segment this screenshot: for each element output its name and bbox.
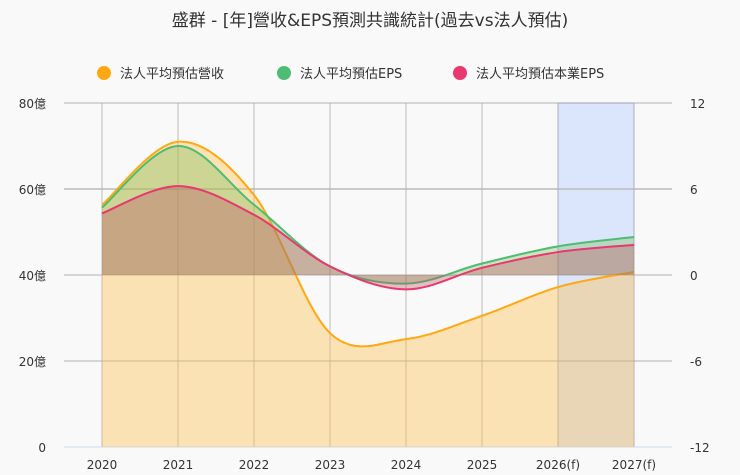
legend-marker xyxy=(97,66,111,80)
right-tick-label: 0 xyxy=(690,269,698,283)
series-area xyxy=(102,186,634,290)
left-tick-label: 40億 xyxy=(19,269,46,283)
right-tick-label: -12 xyxy=(690,441,710,455)
x-tick-label: 2026(f) xyxy=(536,458,580,472)
legend-label: 法人平均預估營收 xyxy=(120,67,224,82)
series-line xyxy=(101,185,635,291)
left-tick-label: 60億 xyxy=(19,183,46,197)
x-tick-label: 2023 xyxy=(315,458,346,472)
legend-label: 法人平均預估本業EPS xyxy=(476,66,604,82)
series-area xyxy=(102,145,634,284)
x-tick-label: 2027(f) xyxy=(612,458,656,472)
left-tick-label: 80億 xyxy=(19,97,46,111)
right-tick-label: 6 xyxy=(690,183,698,197)
legend-label: 法人平均預估EPS xyxy=(300,67,402,82)
x-tick-label: 2022 xyxy=(239,458,270,472)
left-tick-label: 20億 xyxy=(19,355,46,369)
series-line xyxy=(101,140,635,348)
right-tick-label: 12 xyxy=(690,97,705,111)
x-tick-label: 2020 xyxy=(87,458,118,472)
legend-marker xyxy=(453,66,467,80)
x-tick-label: 2025 xyxy=(467,458,498,472)
left-tick-label: 0 xyxy=(38,441,46,455)
chart-title: 盛群 - [年]營收&EPS預測共識統計(過去vs法人預估) xyxy=(172,11,568,31)
right-tick-label: -6 xyxy=(690,355,702,369)
x-tick-label: 2021 xyxy=(163,458,194,472)
series-area xyxy=(102,141,634,447)
x-tick-label: 2024 xyxy=(391,458,422,472)
legend-marker xyxy=(277,66,291,80)
